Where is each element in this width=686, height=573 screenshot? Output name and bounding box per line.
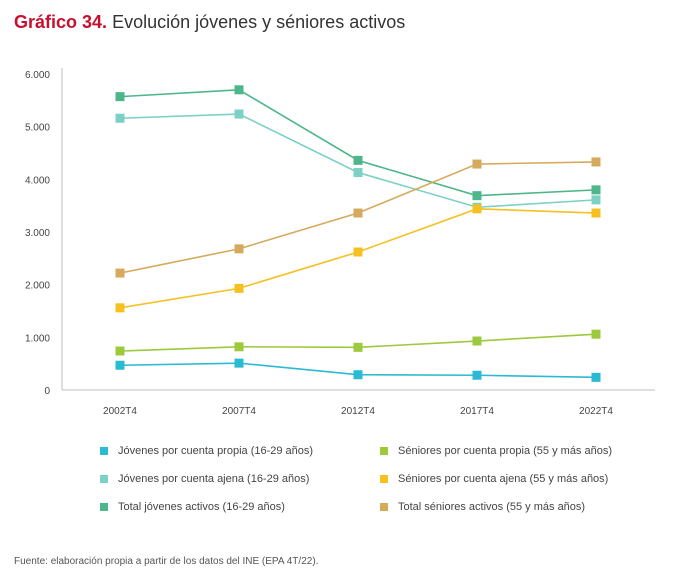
data-point xyxy=(591,208,601,218)
line-chart: 0 1.000 2.000 3.000 4.000 5.000 6.000 2002T4 200… xyxy=(25,68,655,417)
data-point xyxy=(472,336,482,346)
data-point xyxy=(591,185,601,195)
data-point xyxy=(472,370,482,380)
data-point xyxy=(353,342,363,352)
data-point xyxy=(115,346,125,356)
data-point xyxy=(353,155,363,165)
data-point xyxy=(115,268,125,278)
chart-title: Gráfico 34. Evolución jóvenes y séniores… xyxy=(14,12,405,33)
data-point xyxy=(234,283,244,293)
legend-item: Total jóvenes activos (16-29 años) xyxy=(100,501,380,513)
data-point xyxy=(591,195,601,205)
legend-label: Jóvenes por cuenta propia (16-29 años) xyxy=(118,445,314,457)
legend-item: Total séniores activos (55 y más años) xyxy=(380,501,660,513)
data-point xyxy=(472,204,482,214)
legend-item: Séniores por cuenta propia (55 y más año… xyxy=(380,445,660,457)
data-point xyxy=(353,208,363,218)
data-point xyxy=(115,303,125,313)
data-point xyxy=(472,191,482,201)
data-point xyxy=(353,167,363,177)
chart-title-prefix: Gráfico 34. xyxy=(14,12,108,32)
legend-swatch xyxy=(100,503,108,511)
data-point xyxy=(591,329,601,339)
legend-item: Jóvenes por cuenta ajena (16-29 años) xyxy=(100,473,380,485)
data-point xyxy=(234,358,244,368)
legend-label: Séniores por cuenta ajena (55 y más años… xyxy=(398,473,609,485)
legend-swatch xyxy=(380,447,388,455)
x-tick-label: 2002T4 xyxy=(103,406,137,417)
data-point xyxy=(234,342,244,352)
legend-item: Séniores por cuenta ajena (55 y más años… xyxy=(380,473,660,485)
data-point xyxy=(472,159,482,169)
y-tick-label: 0 xyxy=(44,386,50,397)
x-tick-label: 2022T4 xyxy=(579,406,613,417)
y-tick-label: 2.000 xyxy=(25,281,50,292)
data-point xyxy=(115,113,125,123)
y-tick-label: 5.000 xyxy=(25,123,50,134)
y-tick-label: 1.000 xyxy=(25,333,50,344)
series-line xyxy=(119,88,597,197)
data-point xyxy=(591,157,601,167)
y-tick-label: 6.000 xyxy=(25,70,50,81)
legend-label: Séniores por cuenta propia (55 y más año… xyxy=(398,445,613,457)
legend-item: Jóvenes por cuenta propia (16-29 años) xyxy=(100,445,380,457)
chart-legend: Jóvenes por cuenta propia (16-29 años) Sé… xyxy=(100,445,660,513)
data-point xyxy=(234,85,244,95)
legend-swatch xyxy=(380,503,388,511)
x-tick-label: 2012T4 xyxy=(341,406,375,417)
data-point xyxy=(591,372,601,382)
legend-label: Jóvenes por cuenta ajena (16-29 años) xyxy=(118,473,310,485)
data-point xyxy=(234,244,244,254)
legend-swatch xyxy=(100,447,108,455)
source-note: Fuente: elaboración propia a partir de l… xyxy=(14,556,319,567)
legend-label: Total séniores activos (55 y más años) xyxy=(398,501,586,513)
x-tick-label: 2007T4 xyxy=(222,406,256,417)
legend-swatch xyxy=(380,475,388,483)
legend-label: Total jóvenes activos (16-29 años) xyxy=(118,501,285,513)
data-point xyxy=(115,360,125,370)
y-tick-label: 3.000 xyxy=(25,228,50,239)
chart-title-text: Evolución jóvenes y séniores activos xyxy=(112,12,406,32)
data-point xyxy=(115,92,125,102)
data-point xyxy=(353,370,363,380)
y-tick-label: 4.000 xyxy=(25,175,50,186)
legend-swatch xyxy=(100,475,108,483)
data-point xyxy=(353,247,363,257)
x-tick-label: 2017T4 xyxy=(460,406,494,417)
data-point xyxy=(234,109,244,119)
